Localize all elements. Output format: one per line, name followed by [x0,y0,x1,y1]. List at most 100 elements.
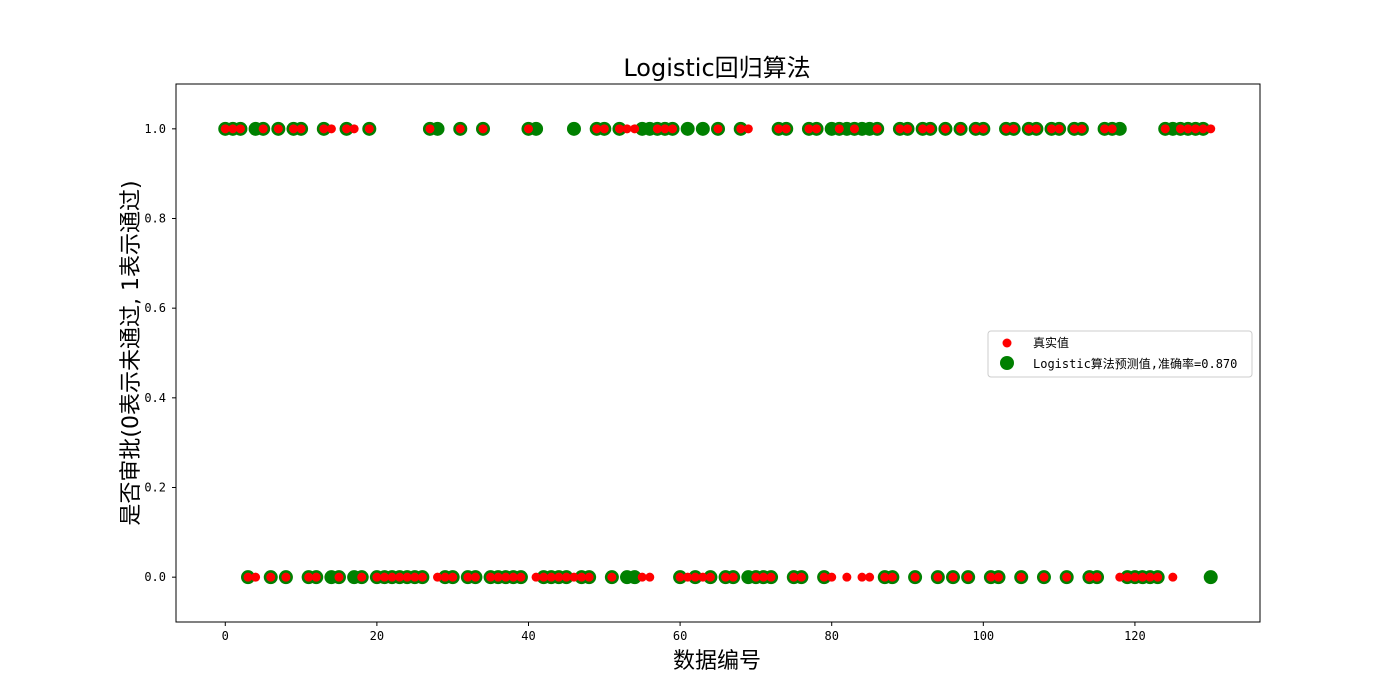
real-point [812,124,822,134]
real-point [721,572,731,582]
real-point [220,124,230,134]
legend-frame [987,330,1253,378]
x-tick-label: 40 [521,629,535,643]
real-point [1198,124,1208,134]
real-point [448,572,458,582]
real-point [971,124,981,134]
predicted-point [1203,570,1218,585]
real-point [1001,124,1011,134]
real-point [425,124,435,134]
real-point [827,572,837,582]
real-point [357,572,367,582]
real-point [637,572,647,582]
real-point [1168,572,1178,582]
real-point [440,572,450,582]
real-point [728,572,738,582]
real-point [1130,572,1140,582]
real-point [895,124,905,134]
real-point [326,124,336,134]
y-axis-ticks: 0.0 0.2 0.4 0.6 0.8 1.0 [144,122,176,584]
x-tick-label: 120 [1124,629,1146,643]
real-point [266,572,276,582]
real-point [311,572,321,582]
real-point [872,124,882,134]
real-point [349,124,359,134]
legend-marker-real [1002,338,1012,348]
real-point [599,124,609,134]
y-tick-label: 1.0 [144,122,166,136]
real-point [614,124,624,134]
real-point [273,124,283,134]
real-point [410,572,420,582]
real-point [849,124,859,134]
real-point [1153,572,1163,582]
real-point [645,572,655,582]
x-tick-label: 0 [222,629,229,643]
real-point [1077,124,1087,134]
real-point [887,572,897,582]
real-point [1183,124,1193,134]
real-point [804,124,814,134]
legend-label-predicted: Logistic算法预测值,准确率=0.870 [1033,356,1237,371]
real-point [607,572,617,582]
real-point [781,124,791,134]
real-point [652,124,662,134]
real-point [743,124,753,134]
real-point [1191,124,1201,134]
predicted-point [695,121,710,136]
y-tick-label: 0.2 [144,481,166,495]
real-point [1107,124,1117,134]
real-point [228,124,238,134]
real-point [986,572,996,582]
real-point [1024,124,1034,134]
real-point [993,572,1003,582]
real-point [842,572,852,582]
real-point [501,572,511,582]
real-point [1145,572,1155,582]
legend: 真实值 Logistic算法预测值,准确率=0.870 [987,330,1253,378]
real-point [857,572,867,582]
real-point [288,124,298,134]
real-point [834,124,844,134]
real-point [940,124,950,134]
real-point [516,572,526,582]
real-point [660,124,670,134]
real-point [478,124,488,134]
real-point [243,572,253,582]
real-point [319,124,329,134]
real-point [554,572,564,582]
real-point [1054,124,1064,134]
real-point [910,572,920,582]
real-point [622,124,632,134]
real-point [789,572,799,582]
real-point [956,124,966,134]
real-point [584,572,594,582]
real-point [1175,124,1185,134]
real-point [1115,572,1125,582]
real-point [698,572,708,582]
real-point [569,572,579,582]
real-point [577,572,587,582]
real-point [334,572,344,582]
real-point [1031,124,1041,134]
x-tick-label: 100 [972,629,994,643]
real-point [751,572,761,582]
real-point [304,572,314,582]
real-point [1047,124,1057,134]
real-point [690,572,700,582]
real-point [395,572,405,582]
real-point [296,124,306,134]
real-point [463,572,473,582]
real-point [1100,124,1110,134]
real-point [918,124,928,134]
real-point [523,124,533,134]
real-point [963,572,973,582]
real-point [387,572,397,582]
real-point [758,572,768,582]
real-point [774,124,784,134]
y-axis-label: 是否审批(0表示未通过, 1表示通过) [119,180,144,525]
real-point [819,572,829,582]
x-tick-label: 60 [673,629,687,643]
real-point [1092,572,1102,582]
